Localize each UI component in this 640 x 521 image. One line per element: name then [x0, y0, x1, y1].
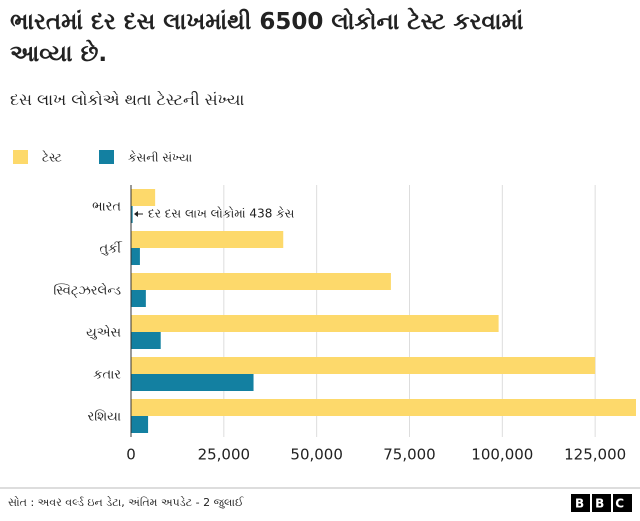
bar	[131, 399, 636, 416]
legend-swatch	[13, 150, 28, 164]
x-tick-label: 100,000	[471, 446, 533, 464]
chart-title: ભારતમાં દર દસ લાખમાંથી 6500 લોકોના ટેસ્ટ…	[10, 9, 524, 67]
annotation-arrowhead	[134, 211, 138, 217]
bar	[131, 290, 146, 307]
y-tick-label: સ્વિટ્ઝરલેન્ડ	[53, 282, 121, 298]
legend-label: કેસની સંખ્યા	[128, 150, 192, 164]
legend-swatch	[99, 150, 114, 164]
annotation: દર દસ લાખ લોકોમાં 438 કેસ	[148, 206, 295, 220]
legend-label: ટેસ્ટ	[42, 150, 62, 164]
chart-subtitle: દસ લાખ લોકોએ થતા ટેસ્ટની સંખ્યા	[10, 90, 245, 109]
y-tick-label: તુર્કી	[99, 240, 123, 257]
bar	[131, 315, 499, 332]
x-tick-label: 50,000	[290, 446, 343, 464]
y-tick-label: કતાર	[93, 368, 121, 383]
x-tick-label: 0	[126, 446, 136, 464]
bar	[131, 416, 149, 433]
bar	[131, 273, 391, 290]
logo: BBC	[575, 497, 635, 511]
x-tick-label: 25,000	[198, 446, 251, 464]
bar	[131, 248, 140, 265]
bar	[131, 374, 254, 391]
x-tick-label: 125,000	[564, 446, 626, 464]
y-tick-label: યુએસ	[86, 325, 121, 341]
y-tick-label: ભારત	[92, 200, 121, 215]
logo-box	[571, 494, 590, 512]
bar	[131, 206, 133, 223]
logo-box	[592, 494, 611, 512]
source: સોત : અવર વર્લ્ડ ઇન ડેટા, અંતિમ અપડેટ - …	[8, 496, 244, 509]
x-tick-label: 75,000	[383, 446, 436, 464]
y-tick-label: રશિયા	[87, 409, 121, 425]
bar	[131, 189, 156, 206]
bar	[131, 332, 161, 349]
logo-box	[613, 494, 632, 512]
bar	[131, 231, 284, 248]
bar	[131, 357, 596, 374]
